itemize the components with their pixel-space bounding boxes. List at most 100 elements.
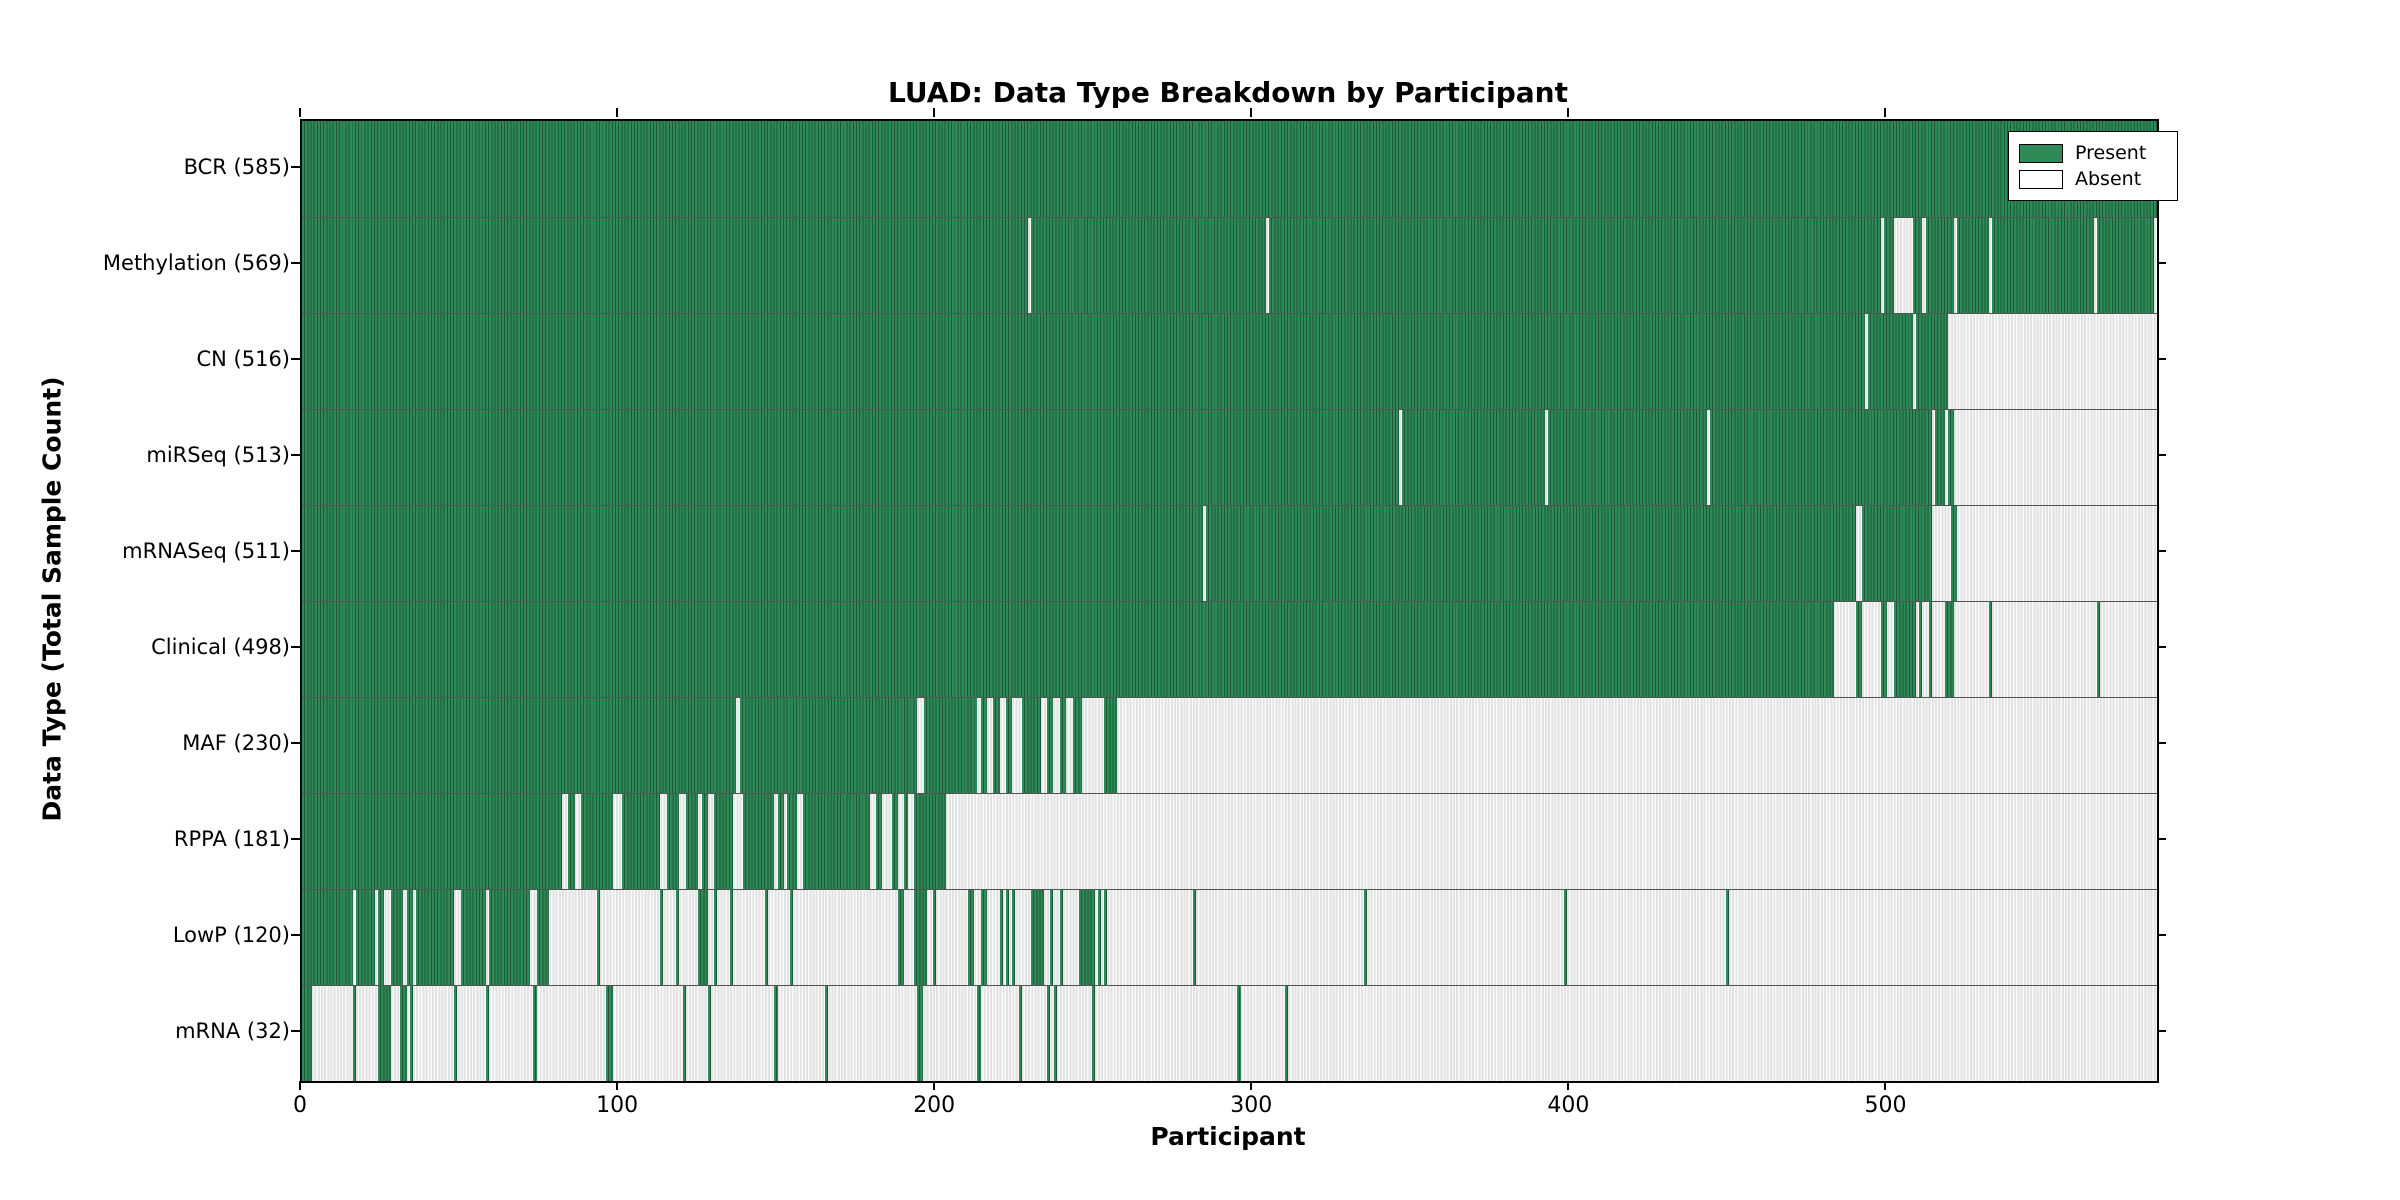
y-tick <box>2157 742 2166 744</box>
present-run <box>1059 698 1067 793</box>
y-tick-label: BCR (585) <box>183 155 290 179</box>
present-run <box>698 890 708 985</box>
y-tick-label: Clinical (498) <box>151 635 290 659</box>
present-run <box>409 986 413 1081</box>
present-run <box>1950 506 1958 601</box>
present-run <box>803 794 870 889</box>
x-tick <box>933 108 936 117</box>
heatmap-row <box>302 793 2157 889</box>
present-run <box>1053 986 1057 1081</box>
present-run <box>742 794 775 889</box>
present-run <box>454 986 458 1081</box>
present-run <box>1548 410 1707 505</box>
present-run <box>682 986 686 1081</box>
present-run <box>923 698 978 793</box>
present-run <box>302 794 563 889</box>
present-run <box>999 890 1003 985</box>
x-tick <box>1884 1081 1887 1090</box>
y-tick-label: Methylation (569) <box>102 251 290 275</box>
present-run <box>406 890 413 985</box>
present-run <box>1402 410 1545 505</box>
present-run <box>730 890 734 985</box>
present-run <box>1104 698 1117 793</box>
present-run <box>1031 218 1266 313</box>
present-run <box>1104 890 1108 985</box>
present-run <box>714 794 734 889</box>
y-tick-label: mRNASeq (511) <box>122 539 290 563</box>
present-run <box>485 986 490 1081</box>
y-tick-label: miRSeq (513) <box>146 443 290 467</box>
present-run <box>1364 890 1368 985</box>
heatmap-row <box>302 313 2157 409</box>
x-axis-label: Participant <box>1150 1122 1306 1151</box>
x-tick <box>299 1081 301 1090</box>
heatmap-row <box>302 697 2157 793</box>
heatmap-rows <box>302 121 2157 1081</box>
present-run <box>1893 602 1916 697</box>
present-run <box>581 794 613 889</box>
present-run <box>568 794 575 889</box>
y-tick <box>2157 358 2166 360</box>
present-run <box>913 890 927 985</box>
present-run <box>1988 602 1993 697</box>
plot-area: Present Absent <box>300 119 2178 1083</box>
present-run <box>378 986 391 1081</box>
present-run <box>1047 986 1051 1081</box>
present-run <box>1097 890 1102 985</box>
legend-entry-absent: Absent <box>2019 166 2167 192</box>
x-tick-label: 200 <box>913 1093 956 1118</box>
x-tick-label: 300 <box>1230 1093 1273 1118</box>
present-run <box>536 890 550 985</box>
x-tick-label: 100 <box>596 1093 639 1118</box>
present-run <box>980 698 987 793</box>
present-run <box>1205 506 1856 601</box>
present-run <box>1564 890 1568 985</box>
present-run <box>378 890 385 985</box>
present-run <box>980 890 987 985</box>
present-run <box>660 890 664 985</box>
present-run <box>825 986 829 1081</box>
heatmap-row <box>302 601 2157 697</box>
present-run <box>596 890 601 985</box>
y-tick-label: CN (516) <box>196 347 290 371</box>
present-run <box>1059 890 1063 985</box>
present-run <box>714 890 718 985</box>
heatmap-row <box>302 505 2157 601</box>
present-run <box>1881 602 1888 697</box>
present-run <box>533 986 537 1081</box>
y-tick <box>291 646 300 648</box>
present-run <box>1709 410 1932 505</box>
present-run <box>707 986 712 1081</box>
present-run <box>302 602 1834 697</box>
present-run <box>1031 890 1044 985</box>
present-run <box>1078 890 1095 985</box>
y-tick <box>291 838 300 840</box>
chart-title: LUAD: Data Type Breakdown by Participant <box>888 76 1568 109</box>
present-run <box>1005 890 1010 985</box>
present-run <box>787 794 797 889</box>
x-tick <box>933 1081 936 1090</box>
present-run <box>1047 698 1054 793</box>
legend-label-present: Present <box>2075 142 2147 164</box>
legend-label-absent: Absent <box>2075 168 2142 190</box>
present-run <box>1018 986 1022 1081</box>
present-run <box>977 986 981 1081</box>
x-tick <box>1567 108 1570 117</box>
present-run <box>1855 602 1863 697</box>
present-run <box>2096 218 2154 313</box>
present-run <box>701 794 708 889</box>
present-run <box>933 890 937 985</box>
x-tick-label: 400 <box>1547 1093 1590 1118</box>
present-run <box>302 121 2157 217</box>
present-run <box>967 890 975 985</box>
present-run <box>1021 698 1041 793</box>
present-run <box>898 890 905 985</box>
present-run <box>302 986 312 1081</box>
x-tick <box>1884 108 1887 117</box>
y-tick <box>291 262 300 264</box>
y-tick <box>291 550 300 552</box>
present-run <box>416 890 455 985</box>
present-run <box>1919 602 1923 697</box>
heatmap-row <box>302 121 2157 217</box>
legend: Present Absent <box>2008 131 2178 201</box>
